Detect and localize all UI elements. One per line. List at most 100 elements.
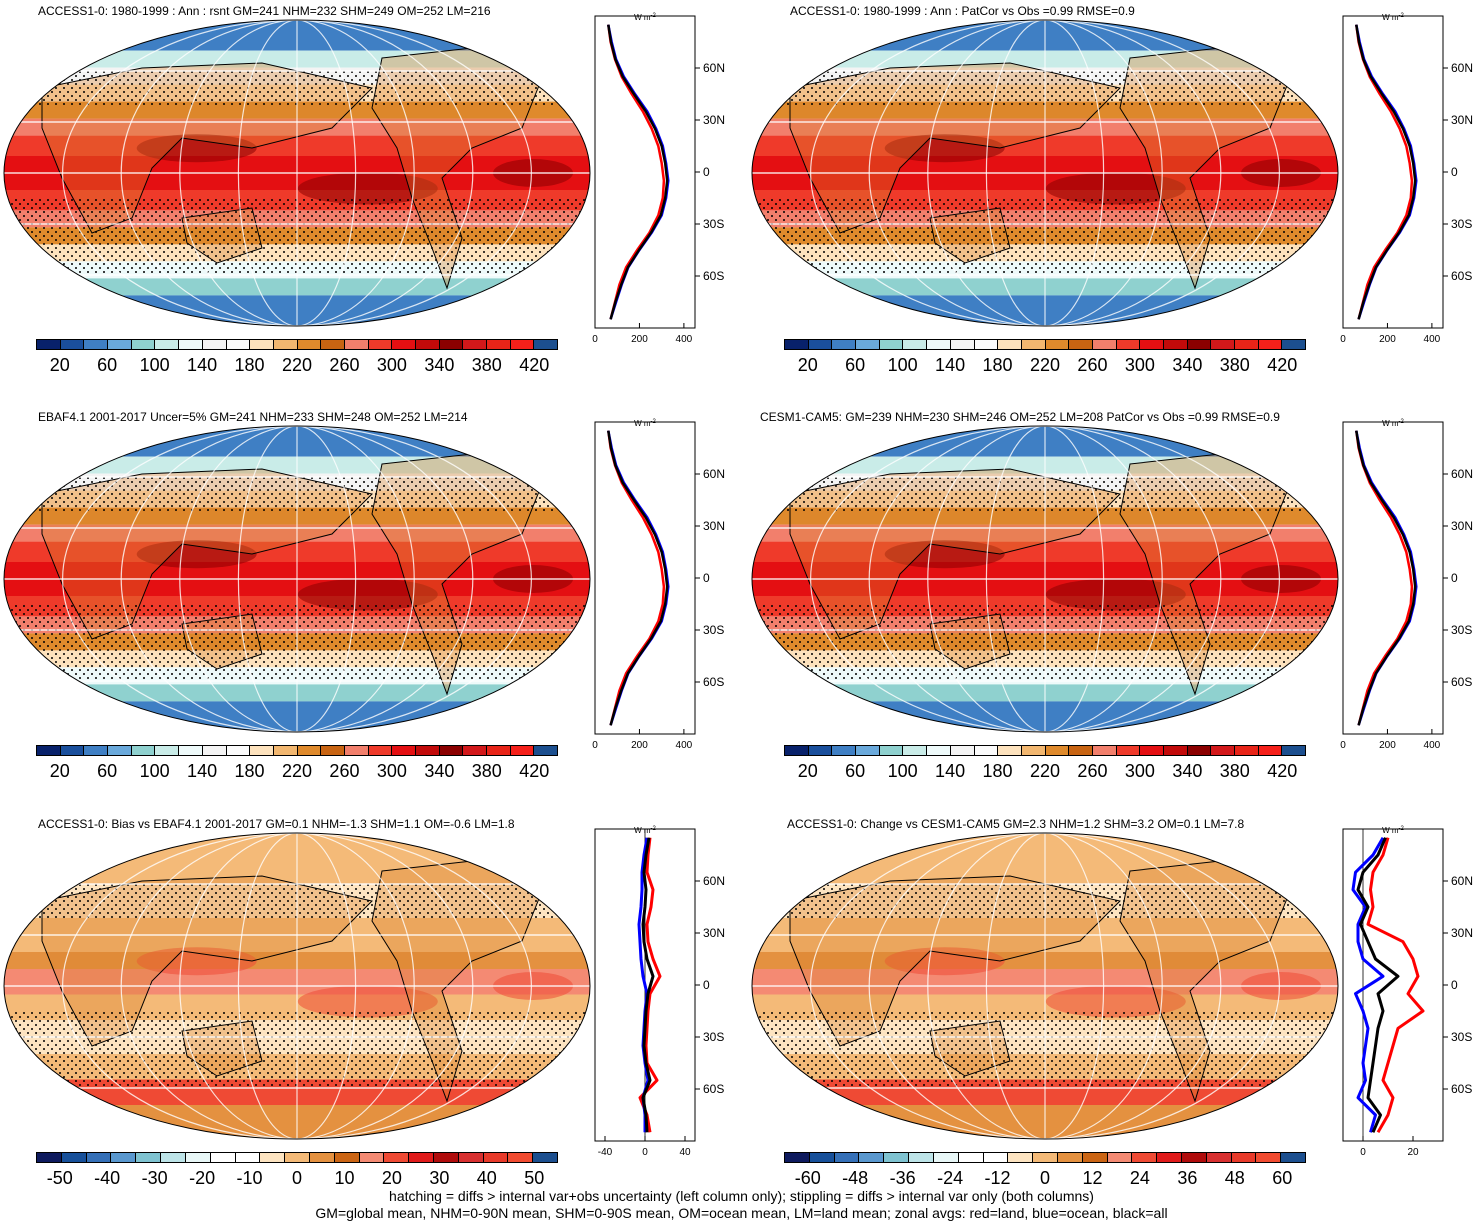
colorbar-swatch xyxy=(998,340,1022,349)
colorbar-swatch xyxy=(155,340,180,349)
anomaly-region xyxy=(136,134,257,163)
colorbar-tick-label: 380 xyxy=(1219,355,1250,375)
colorbar-swatch xyxy=(950,340,975,349)
profile-x-label: 0 xyxy=(592,740,598,751)
graticule-meridian xyxy=(179,426,415,732)
graticule-meridian xyxy=(62,20,532,326)
profile-series-all xyxy=(607,24,669,320)
colorbar-tick-label: 20 xyxy=(49,761,70,781)
profile-lat-label: 60S xyxy=(703,269,724,283)
colorbar-tick-label: 180 xyxy=(982,355,1013,375)
map-r3-right xyxy=(750,831,1340,1141)
colorbar-swatch xyxy=(1033,1153,1058,1162)
colorbar-swatch xyxy=(487,746,511,755)
continent-outline xyxy=(41,468,373,640)
profile-lat-label: 0 xyxy=(1451,978,1458,992)
profile-lat-label: 30N xyxy=(703,926,725,940)
colorbar-r2-left xyxy=(36,745,558,756)
profile-lat-label: 60N xyxy=(703,61,725,75)
map-border xyxy=(3,832,591,1140)
graticule-meridian xyxy=(120,20,474,326)
colorbar-tick-label: -48 xyxy=(842,1168,869,1188)
colorbar-tick-label: 220 xyxy=(1029,761,1061,781)
colorbar-swatch xyxy=(131,340,156,349)
colorbar-swatch xyxy=(439,340,464,349)
colorbar-swatch xyxy=(974,746,999,755)
profile-series-all xyxy=(1355,24,1417,320)
profile-lat-label: 30N xyxy=(703,519,725,533)
colorbar-swatch xyxy=(1256,1153,1282,1162)
colorbar-tick-label: 60 xyxy=(1272,1168,1293,1188)
colorbar-swatch xyxy=(321,340,345,349)
profile-lat-label: 60S xyxy=(1451,269,1472,283)
anomaly-region xyxy=(884,947,1005,976)
map-border xyxy=(3,19,591,327)
colorbar-labels-r2-right: 20 60 100 140 180 220 260 300 340 380 420 xyxy=(784,761,1306,783)
map-border xyxy=(751,19,1339,327)
map-r2-right xyxy=(750,424,1340,734)
colorbar-swatch xyxy=(1116,340,1141,349)
colorbar-tick-label: 220 xyxy=(281,355,313,375)
colorbar-swatch xyxy=(832,746,857,755)
colorbar-tick-label: 100 xyxy=(887,355,918,375)
profile-lat-label: 30N xyxy=(1451,926,1473,940)
map-fill xyxy=(752,833,1338,1139)
colorbar-tick-label: 300 xyxy=(1124,355,1155,375)
panel-title-r3-left: ACCESS1-0: Bias vs EBAF4.1 2001-2017 GM=… xyxy=(38,817,515,831)
colorbar-tick-label: 40 xyxy=(476,1168,497,1188)
colorbar-tick-label: -30 xyxy=(141,1168,168,1188)
colorbar-swatch xyxy=(111,1153,137,1162)
profile-lat-label: 30N xyxy=(1451,519,1473,533)
profile-series-all xyxy=(641,837,655,1133)
colorbar-tick-label: 340 xyxy=(1172,355,1203,375)
colorbar-labels-r1-right: 20 60 100 140 180 220 260 300 340 380 420 xyxy=(784,355,1306,377)
colorbar-r3-left xyxy=(36,1152,558,1163)
colorbar-swatch xyxy=(1211,340,1236,349)
profile-lat-label: 30N xyxy=(703,113,725,127)
colorbar-tick-label: 60 xyxy=(845,761,866,781)
colorbar-swatch xyxy=(832,340,857,349)
graticule-meridian xyxy=(237,20,357,326)
colorbar-swatch xyxy=(250,340,274,349)
profile-x-label: 0 xyxy=(642,1147,648,1158)
profile-series-all xyxy=(1355,430,1417,726)
profile-lat-label: 30S xyxy=(703,1030,724,1044)
colorbar-swatch xyxy=(61,1153,87,1162)
colorbar-tick-label: 380 xyxy=(1219,761,1250,781)
colorbar-labels-r3-left: -50 -40 -30 -20 -10 0 10 20 30 40 50 xyxy=(36,1168,558,1190)
profile-lat-label: 60S xyxy=(703,675,724,689)
profile-lat-label: 30S xyxy=(703,623,724,637)
colorbar-tick-label: 420 xyxy=(1267,761,1298,781)
graticule-meridian xyxy=(810,426,1280,732)
graticule-meridian xyxy=(868,20,1222,326)
continent-outline xyxy=(41,62,373,234)
profile-lat-label: 30S xyxy=(1451,1030,1472,1044)
colorbar-swatch xyxy=(131,746,156,755)
graticule-meridian xyxy=(120,426,474,732)
colorbar-tick-label: -36 xyxy=(889,1168,916,1188)
colorbar-r2-right xyxy=(784,745,1306,756)
graticule-meridian xyxy=(62,833,532,1139)
colorbar-swatch xyxy=(487,340,511,349)
graticule-meridian xyxy=(237,833,357,1139)
profile-lat-label: 0 xyxy=(703,978,710,992)
continent-outline xyxy=(789,468,1121,640)
colorbar-swatch xyxy=(1187,340,1212,349)
colorbar-swatch xyxy=(879,746,904,755)
graticule-meridian xyxy=(927,426,1163,732)
profile-x-label: 20 xyxy=(1407,1147,1419,1158)
colorbar-swatch xyxy=(297,340,322,349)
colorbar-swatch xyxy=(834,1153,860,1162)
colorbar-labels-r2-left: 20 60 100 140 180 220 260 300 340 380 420 xyxy=(36,761,558,783)
profile-lat-label: 60N xyxy=(703,874,725,888)
colorbar-swatch xyxy=(1281,1153,1306,1162)
colorbar-swatch xyxy=(108,746,132,755)
zonal-profile-r3-left: W m-2 60N 30N 0 30S 60S -40 0 40 xyxy=(585,823,735,1163)
footer-line-1: hatching = diffs > internal var+obs unce… xyxy=(389,1188,1094,1204)
colorbar-swatch xyxy=(297,746,322,755)
panel-title-r1-right: ACCESS1-0: 1980-1999 : Ann : PatCor vs O… xyxy=(790,4,1135,18)
profile-x-label: 200 xyxy=(1379,334,1396,345)
colorbar-swatch xyxy=(1164,340,1188,349)
colorbar-swatch xyxy=(856,746,880,755)
profile-lat-label: 60S xyxy=(703,1082,724,1096)
